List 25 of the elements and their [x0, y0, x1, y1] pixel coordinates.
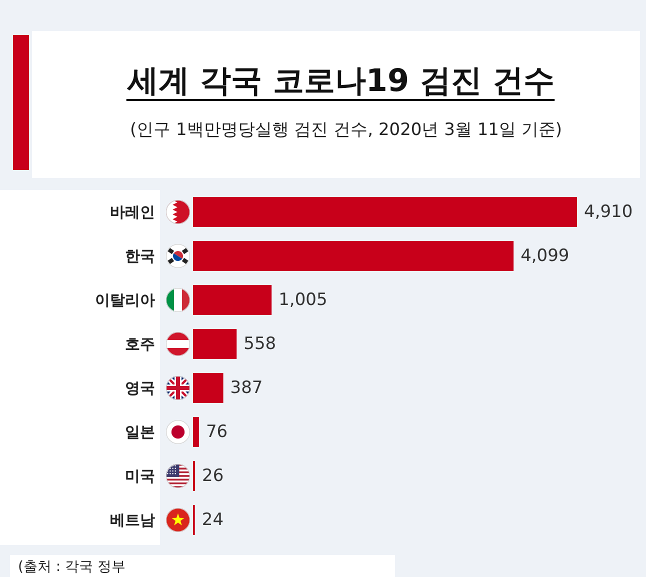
bar	[193, 285, 272, 315]
data-label: 24	[202, 510, 224, 530]
y-tick-label: 바레인	[110, 203, 155, 221]
y-tick-label: 일본	[125, 423, 155, 441]
data-label: 558	[244, 334, 276, 354]
y-tick-label: 한국	[125, 247, 155, 265]
y-tick-label: 호주	[125, 335, 155, 353]
chart-title: 세계 각국 코로나19 검진 건수	[126, 63, 555, 99]
bar	[193, 241, 514, 271]
text: (출처 : 각국 정부	[18, 559, 126, 575]
y-tick-label: 미국	[125, 467, 155, 485]
chart-subtitle: (인구 1백만명당실행 검진 건수, 2020년 3월 11일 기준)	[130, 120, 562, 140]
y-tick-label: 이탈리아	[95, 291, 155, 309]
y-tick-label: 베트남	[110, 511, 155, 529]
data-label: 4,910	[584, 202, 633, 222]
bar	[193, 329, 237, 359]
y-tick-label: 영국	[125, 379, 155, 397]
bar	[193, 417, 199, 447]
data-label: 387	[230, 378, 263, 398]
data-label: 1,005	[278, 290, 328, 310]
data-label: 76	[206, 422, 228, 442]
bar	[193, 197, 577, 227]
data-label: 4,099	[520, 246, 570, 266]
data-label: 26	[202, 466, 224, 486]
bar	[193, 373, 224, 403]
